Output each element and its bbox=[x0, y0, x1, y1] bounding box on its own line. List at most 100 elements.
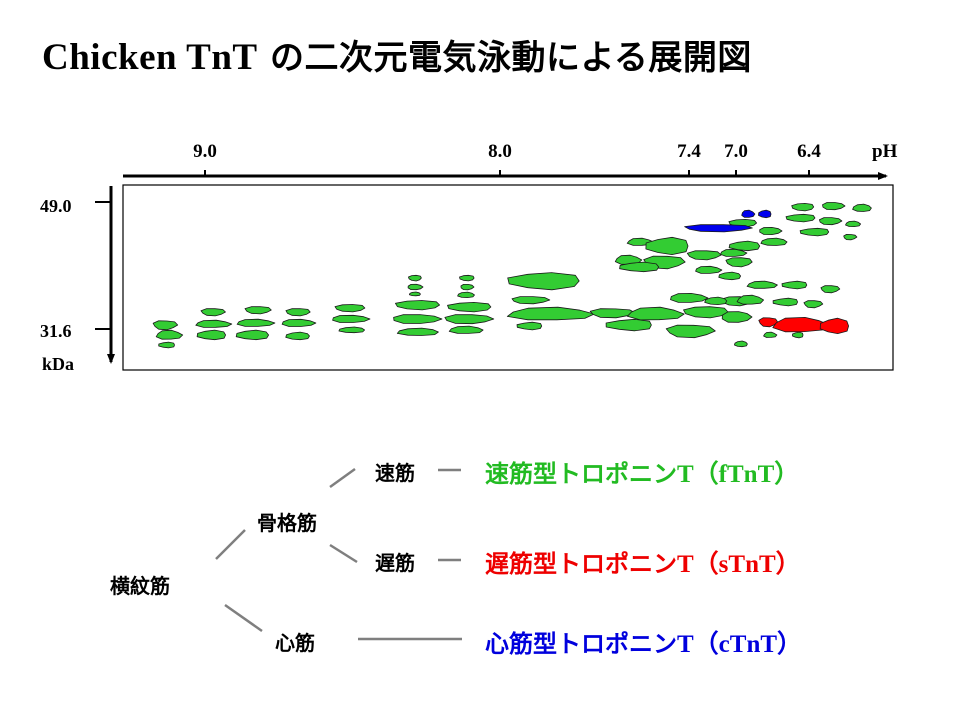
gel-spot bbox=[195, 319, 233, 328]
gel-spot bbox=[626, 306, 685, 321]
ph-tick-label-9-0: 9.0 bbox=[193, 141, 217, 162]
mw-axis-unit: kDa bbox=[42, 354, 75, 374]
gel-spot bbox=[822, 202, 846, 211]
gel-spot bbox=[683, 306, 729, 319]
gel-spot bbox=[407, 274, 422, 282]
gel-spot bbox=[645, 236, 689, 256]
gel-spot bbox=[285, 331, 310, 341]
gel-spot bbox=[511, 296, 551, 305]
gel-spot-red bbox=[819, 317, 849, 335]
gel-spot bbox=[196, 329, 227, 341]
gel-spot-red bbox=[772, 316, 830, 333]
node-cardiac-muscle: 心筋 bbox=[275, 631, 315, 655]
gel-spot bbox=[803, 300, 824, 309]
gel-spot bbox=[792, 331, 804, 339]
slow-troponin-t-abbrev: T（sTnT） bbox=[677, 551, 801, 578]
gel-spot bbox=[516, 321, 543, 331]
gel-spot bbox=[819, 217, 843, 226]
gel-spot-blue bbox=[758, 209, 772, 219]
gel-spot bbox=[619, 261, 660, 273]
connector-root-cardiac bbox=[224, 603, 263, 633]
gel-spot bbox=[152, 320, 179, 331]
gel-spot bbox=[695, 265, 723, 274]
mw-tick-label-49-0: 49.0 bbox=[40, 196, 72, 216]
ph-tick-label-7-4: 7.4 bbox=[677, 141, 701, 162]
gel-spot bbox=[407, 283, 424, 291]
gel-spot bbox=[605, 318, 652, 332]
cardiac-troponin-t-abbrev: T（cTnT） bbox=[677, 631, 803, 658]
gel-spot bbox=[760, 237, 788, 246]
gel-spot bbox=[665, 324, 716, 339]
ph-tick-label-7-0: 7.0 bbox=[724, 141, 748, 162]
gel-spot bbox=[781, 280, 808, 290]
gel-spot bbox=[772, 297, 798, 307]
ph-tick-label-6-4: 6.4 bbox=[797, 141, 821, 162]
gel-spot bbox=[235, 329, 270, 341]
fast-troponin-t-abbrev: T（fTnT） bbox=[677, 461, 800, 488]
cardiac-troponin-t-jp: 心筋型トロポニン bbox=[485, 630, 677, 658]
gel-spot bbox=[852, 203, 872, 212]
node-fast-muscle: 速筋 bbox=[375, 461, 415, 485]
gel-spot-red bbox=[758, 317, 779, 328]
gel-spot bbox=[820, 285, 841, 294]
gel-spot bbox=[728, 240, 761, 252]
gel-spot bbox=[444, 314, 495, 325]
gel-spot bbox=[506, 306, 595, 321]
gel-spot bbox=[785, 213, 816, 223]
gel-spot bbox=[394, 300, 441, 311]
gel-spot bbox=[393, 314, 443, 324]
connector-skeletal-slow bbox=[329, 543, 358, 564]
gel-spot bbox=[746, 280, 778, 289]
fast-troponin-t-jp: 速筋型トロポニン bbox=[485, 460, 677, 488]
connector-root-skeletal bbox=[215, 529, 246, 560]
gel-spot bbox=[244, 306, 272, 315]
gel-spot bbox=[843, 233, 858, 241]
page-title: Chicken TnT の二次元電気泳動による展開図 bbox=[42, 30, 752, 79]
gel-spot bbox=[408, 291, 421, 297]
gel-spot bbox=[734, 340, 748, 348]
connector-skeletal-fast bbox=[329, 467, 356, 489]
gel-spot bbox=[589, 308, 636, 319]
gel-spot bbox=[845, 220, 861, 228]
gel-spot bbox=[332, 314, 371, 323]
gel-spot bbox=[670, 292, 709, 303]
title-latin: Chicken TnT bbox=[42, 37, 258, 78]
fast-troponin-t-label: 速筋型トロポニンT（fTnT） bbox=[485, 454, 799, 490]
tree-connectors bbox=[215, 467, 462, 641]
gel-spot bbox=[281, 318, 317, 327]
gel-spot bbox=[725, 257, 753, 268]
gel-spot-blue bbox=[741, 209, 756, 218]
gel-spot bbox=[721, 311, 753, 323]
gel-spot bbox=[338, 326, 366, 334]
slow-troponin-t-label: 遅筋型トロポニンT（sTnT） bbox=[485, 544, 801, 580]
gel-spot bbox=[236, 318, 276, 327]
gel-spot bbox=[457, 291, 475, 299]
node-slow-muscle: 遅筋 bbox=[375, 551, 415, 575]
gel-spot-blue bbox=[684, 224, 753, 233]
gel-spot bbox=[763, 331, 778, 338]
gel-spot bbox=[460, 283, 475, 291]
gel-spot bbox=[200, 308, 226, 317]
gel-spot bbox=[507, 272, 580, 291]
slow-troponin-t-jp: 遅筋型トロポニン bbox=[485, 550, 677, 578]
gel-spot bbox=[447, 301, 492, 313]
gel-spot bbox=[791, 202, 815, 212]
ph-tick-label-8-0: 8.0 bbox=[488, 141, 512, 162]
gel-spot bbox=[285, 308, 311, 317]
gel-spot bbox=[155, 329, 184, 340]
gel-spot bbox=[334, 304, 366, 313]
node-skeletal-muscle: 骨格筋 bbox=[257, 511, 317, 535]
gel-spot bbox=[759, 226, 783, 236]
node-striated-muscle: 横紋筋 bbox=[110, 574, 170, 598]
title-japanese: の二次元電気泳動による展開図 bbox=[269, 38, 752, 78]
gel-spots bbox=[152, 202, 872, 349]
gel-spot bbox=[704, 296, 728, 306]
gel-spot bbox=[459, 274, 475, 282]
gel-spot bbox=[448, 325, 484, 334]
ph-axis-unit: pH bbox=[872, 141, 898, 162]
cardiac-troponin-t-label: 心筋型トロポニンT（cTnT） bbox=[485, 624, 802, 660]
gel-spot bbox=[158, 341, 175, 349]
gel-spot bbox=[736, 294, 764, 305]
gel-spot bbox=[686, 250, 722, 261]
